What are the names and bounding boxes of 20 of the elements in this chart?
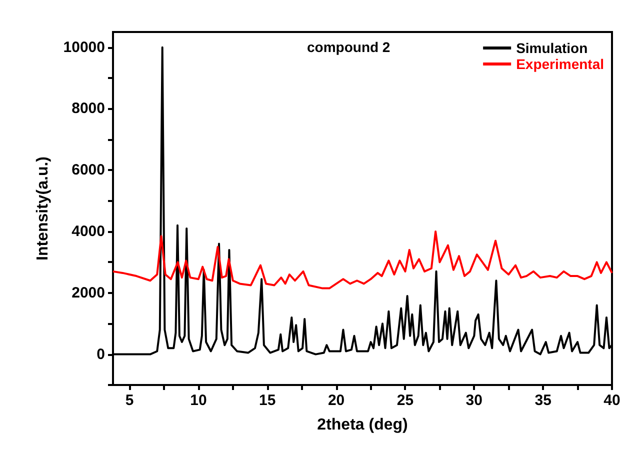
y-tick-label: 0: [96, 346, 105, 363]
annotation: compound 2: [307, 39, 390, 55]
x-tick-label: 5: [125, 392, 134, 409]
y-tick-label: 8000: [72, 100, 105, 118]
legend-label: Simulation: [516, 40, 588, 56]
y-tick-label: 10000: [63, 38, 105, 56]
x-tick-label: 15: [259, 392, 276, 409]
x-tick-label: 30: [466, 392, 482, 409]
x-tick-label: 20: [328, 392, 345, 409]
y-tick-label: 6000: [72, 162, 105, 179]
x-tick-label: 10: [190, 392, 207, 409]
x-tick-label: 40: [604, 392, 620, 409]
legend-label: Experimental: [516, 56, 604, 72]
y-tick-label: 2000: [72, 284, 105, 302]
x-tick-label: 35: [534, 392, 552, 409]
x-axis-title: 2theta (deg): [317, 416, 408, 434]
y-tick-label: 4000: [72, 223, 105, 240]
x-tick-label: 25: [396, 392, 414, 409]
line-series: [112, 230, 613, 290]
y-axis-title: Intensity(a.u.): [34, 156, 52, 261]
